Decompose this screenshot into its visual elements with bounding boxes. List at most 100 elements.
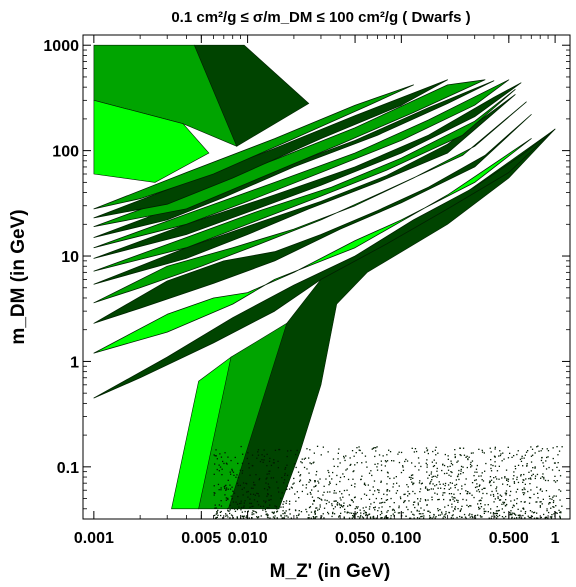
scatter-point bbox=[528, 496, 531, 499]
scatter-point bbox=[410, 474, 413, 476]
scatter-point bbox=[251, 517, 253, 519]
scatter-point bbox=[512, 478, 514, 480]
scatter-point bbox=[224, 452, 226, 454]
scatter-point bbox=[375, 447, 377, 449]
scatter-point bbox=[224, 494, 226, 496]
scatter-point bbox=[263, 488, 266, 490]
scatter-point bbox=[373, 501, 375, 504]
scatter-point bbox=[413, 501, 415, 503]
scatter-point bbox=[375, 497, 377, 500]
scatter-point bbox=[501, 508, 503, 510]
scatter-point bbox=[549, 502, 551, 504]
scatter-point bbox=[503, 503, 505, 505]
scatter-point bbox=[520, 510, 522, 512]
scatter-point bbox=[351, 450, 354, 452]
scatter-point bbox=[392, 508, 394, 510]
scatter-point bbox=[230, 514, 233, 516]
scatter-point bbox=[331, 478, 333, 480]
scatter-point bbox=[312, 462, 314, 464]
scatter-point bbox=[276, 481, 278, 483]
scatter-point bbox=[266, 507, 268, 509]
scatter-point bbox=[227, 456, 229, 458]
scatter-point bbox=[462, 472, 464, 474]
scatter-point bbox=[388, 490, 391, 492]
scatter-point bbox=[342, 473, 344, 475]
scatter-point bbox=[229, 509, 231, 511]
scatter-point bbox=[477, 503, 479, 505]
scatter-point bbox=[241, 506, 243, 509]
scatter-point bbox=[560, 512, 562, 514]
scatter-point bbox=[506, 503, 508, 506]
scatter-point bbox=[552, 496, 554, 498]
scatter-point bbox=[539, 505, 541, 507]
scatter-point bbox=[227, 510, 229, 512]
scatter-point bbox=[332, 512, 334, 515]
scatter-point bbox=[494, 465, 497, 467]
scatter-point bbox=[481, 449, 483, 451]
scatter-point bbox=[314, 510, 316, 512]
scatter-point bbox=[306, 468, 308, 470]
scatter-point bbox=[232, 471, 235, 473]
scatter-point bbox=[314, 485, 317, 487]
scatter-point bbox=[355, 513, 357, 515]
scatter-point bbox=[402, 512, 404, 514]
scatter-point bbox=[337, 458, 339, 460]
scatter-point bbox=[451, 515, 453, 517]
scatter-point bbox=[328, 475, 331, 477]
scatter-point bbox=[484, 487, 486, 489]
scatter-point bbox=[451, 482, 453, 484]
scatter-point bbox=[316, 445, 319, 447]
scatter-point bbox=[372, 493, 374, 496]
scatter-point bbox=[250, 502, 253, 505]
scatter-point bbox=[315, 484, 317, 487]
scatter-point bbox=[442, 494, 444, 496]
scatter-point bbox=[380, 498, 383, 500]
scatter-point bbox=[256, 500, 259, 503]
scatter-point bbox=[466, 491, 469, 493]
scatter-point bbox=[283, 482, 285, 484]
scatter-point bbox=[544, 517, 547, 519]
scatter-point bbox=[414, 465, 416, 468]
scatter-point bbox=[497, 515, 499, 518]
scatter-point bbox=[516, 488, 519, 490]
scatter-point bbox=[405, 515, 407, 517]
scatter-point bbox=[233, 492, 236, 494]
scatter-point bbox=[395, 476, 397, 478]
scatter-point bbox=[499, 454, 502, 457]
scatter-point bbox=[443, 488, 446, 490]
scatter-point bbox=[332, 471, 334, 474]
scatter-point bbox=[485, 510, 487, 513]
scatter-point bbox=[467, 458, 469, 461]
scatter-point bbox=[529, 510, 532, 512]
scatter-point bbox=[432, 488, 434, 490]
scatter-point bbox=[214, 463, 216, 465]
scatter-point bbox=[417, 504, 419, 506]
chart-title: 0.1 cm²/g ≤ σ/m_DM ≤ 100 cm²/g ( Dwarfs … bbox=[171, 9, 470, 26]
scatter-point bbox=[523, 479, 525, 481]
scatter-point bbox=[392, 486, 394, 488]
scatter-point bbox=[429, 516, 432, 519]
scatter-point bbox=[501, 516, 504, 518]
scatter-point bbox=[459, 447, 461, 449]
scatter-point bbox=[310, 493, 312, 495]
scatter-point bbox=[518, 515, 521, 517]
scatter-point bbox=[253, 481, 255, 484]
scatter-point bbox=[556, 480, 558, 482]
scatter-point bbox=[546, 456, 548, 459]
scatter-point bbox=[412, 513, 414, 515]
scatter-point bbox=[268, 473, 270, 475]
scatter-point bbox=[369, 506, 371, 508]
scatter-point bbox=[314, 517, 316, 519]
scatter-point bbox=[526, 464, 528, 467]
scatter-point bbox=[533, 493, 535, 495]
scatter-point bbox=[378, 454, 381, 456]
scatter-point bbox=[421, 515, 423, 518]
scatter-point bbox=[454, 456, 456, 458]
scatter-point bbox=[282, 503, 284, 505]
scatter-point bbox=[524, 483, 526, 485]
scatter-point bbox=[505, 504, 507, 507]
scatter-point bbox=[267, 483, 269, 485]
scatter-point bbox=[490, 467, 492, 470]
scatter-point bbox=[451, 496, 453, 498]
scatter-point bbox=[386, 471, 389, 473]
